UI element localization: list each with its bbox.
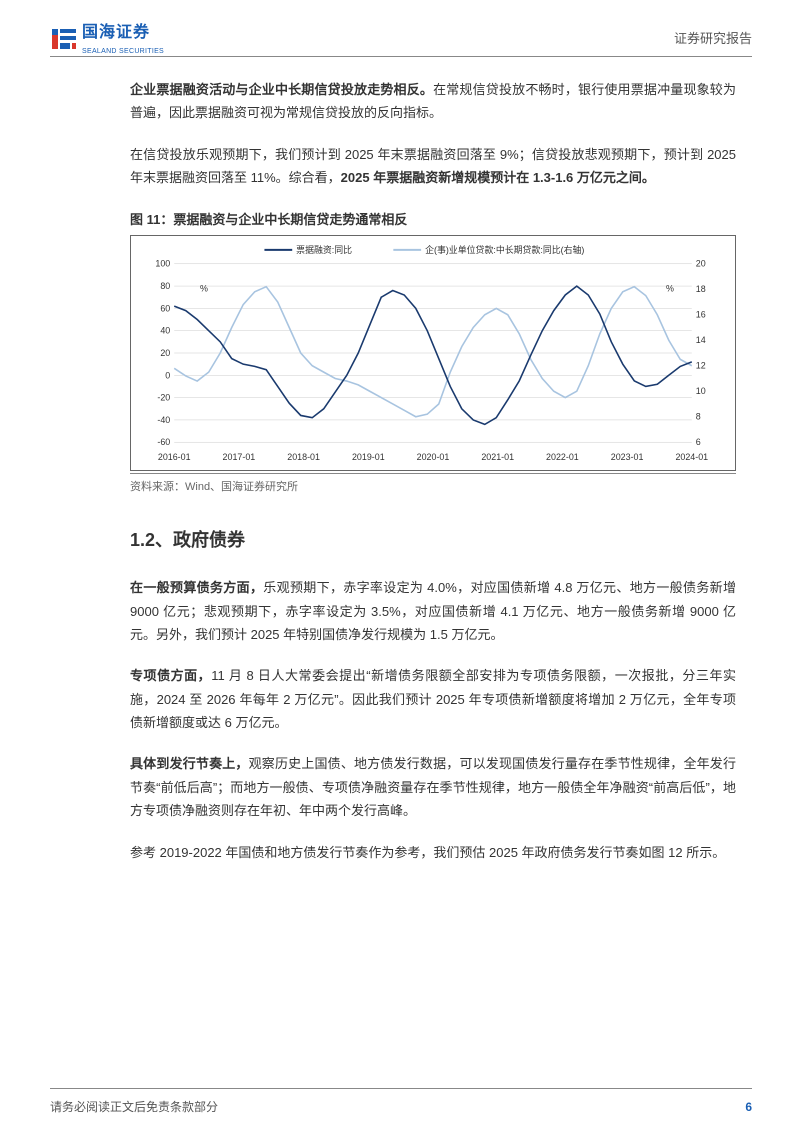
svg-text:60: 60: [160, 303, 170, 313]
page-number: 6: [745, 1097, 752, 1133]
svg-text:2024-01: 2024-01: [675, 452, 708, 462]
svg-text:12: 12: [696, 361, 706, 371]
main-content: 企业票据融资活动与企业中长期信贷投放走势相反。在常规信贷投放不畅时，银行使用票据…: [130, 78, 736, 882]
paragraph-4: 专项债方面，11 月 8 日人大常委会提出“新增债务限额全部安排为专项债务限额，…: [130, 664, 736, 734]
svg-text:80: 80: [160, 281, 170, 291]
svg-text:20: 20: [696, 259, 706, 269]
paragraph-2: 在信贷投放乐观预期下，我们预计到 2025 年末票据融资回落至 9%；信贷投放悲…: [130, 143, 736, 190]
p4-text: 11 月 8 日人大常委会提出“新增债务限额全部安排为专项债务限额，一次报批，分…: [130, 668, 736, 730]
svg-text:2020-01: 2020-01: [417, 452, 450, 462]
svg-text:18: 18: [696, 284, 706, 294]
svg-text:2022-01: 2022-01: [546, 452, 579, 462]
svg-text:2021-01: 2021-01: [481, 452, 514, 462]
chart-underline: [130, 473, 736, 474]
svg-text:0: 0: [165, 370, 170, 380]
paragraph-1: 企业票据融资活动与企业中长期信贷投放走势相反。在常规信贷投放不畅时，银行使用票据…: [130, 78, 736, 125]
header-rule: [50, 56, 752, 57]
p4-bold: 专项债方面，: [130, 668, 211, 683]
svg-text:企(事)业单位贷款:中长期贷款:同比(右轴): 企(事)业单位贷款:中长期贷款:同比(右轴): [425, 244, 584, 255]
chart-svg: -60 -40 -20 0 20 40 60 80 100 6 8 10 12 14 16 18 20 2016-…: [131, 236, 735, 470]
paragraph-3: 在一般预算债务方面，乐观预期下，赤字率设定为 4.0%，对应国债新增 4.8 万…: [130, 576, 736, 646]
company-logo: 国海证券 SEALAND SECURITIES: [50, 19, 164, 58]
svg-text:6: 6: [696, 437, 701, 447]
svg-text:票据融资:同比: 票据融资:同比: [296, 244, 352, 255]
svg-text:8: 8: [696, 412, 701, 422]
svg-text:2023-01: 2023-01: [611, 452, 644, 462]
svg-text:2019-01: 2019-01: [352, 452, 385, 462]
footer-disclaimer: 请务必阅读正文后免责条款部分: [50, 1097, 218, 1133]
logo-text-cn: 国海证券: [82, 24, 150, 41]
figure-11-title: 图 11：票据融资与企业中长期信贷走势通常相反: [130, 208, 736, 231]
page-header: 国海证券 SEALAND SECURITIES 证券研究报告: [0, 0, 802, 60]
svg-text:2018-01: 2018-01: [287, 452, 320, 462]
p3-bold: 在一般预算债务方面，: [130, 580, 263, 595]
page-footer: 请务必阅读正文后免责条款部分 6: [0, 1085, 802, 1133]
svg-text:-40: -40: [157, 415, 170, 425]
p1-bold: 企业票据融资活动与企业中长期信贷投放走势相反。: [130, 82, 433, 97]
svg-text:2016-01: 2016-01: [158, 452, 191, 462]
svg-text:40: 40: [160, 326, 170, 336]
svg-text:14: 14: [696, 335, 706, 345]
svg-text:100: 100: [155, 259, 170, 269]
figure-11-chart: -60 -40 -20 0 20 40 60 80 100 6 8 10 12 14 16 18 20 2016-…: [130, 235, 736, 471]
svg-text:%: %: [200, 283, 208, 293]
svg-text:-20: -20: [157, 393, 170, 403]
svg-text:16: 16: [696, 310, 706, 320]
svg-text:2017-01: 2017-01: [223, 452, 256, 462]
logo-icon: [50, 25, 78, 53]
report-type: 证券研究报告: [674, 27, 752, 50]
figure-11-source: 资料来源：Wind、国海证券研究所: [130, 478, 736, 498]
svg-text:%: %: [666, 283, 674, 293]
paragraph-5: 具体到发行节奏上，观察历史上国债、地方债发行数据，可以发现国债发行量存在季节性规…: [130, 752, 736, 822]
p2-bold: 2025 年票据融资新增规模预计在 1.3-1.6 万亿元之间。: [341, 170, 655, 185]
section-1-2-title: 1.2、政府债券: [130, 524, 736, 556]
p5-bold: 具体到发行节奏上，: [130, 756, 249, 771]
svg-text:-60: -60: [157, 437, 170, 447]
paragraph-6: 参考 2019-2022 年国债和地方债发行节奏作为参考，我们预估 2025 年…: [130, 841, 736, 864]
svg-text:20: 20: [160, 348, 170, 358]
svg-text:10: 10: [696, 386, 706, 396]
